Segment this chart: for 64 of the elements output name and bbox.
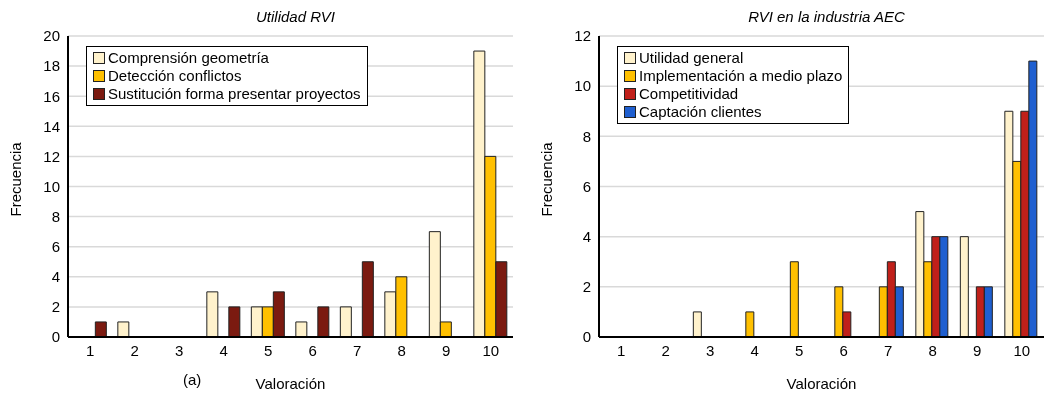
bar xyxy=(745,311,755,337)
x-tick-label: 9 xyxy=(973,341,982,359)
legend-label: Competitividad xyxy=(639,85,739,103)
y-tick-label: 2 xyxy=(51,298,60,316)
bar xyxy=(228,306,241,337)
x-tick-label: 8 xyxy=(928,341,937,359)
y-tick-label: 18 xyxy=(43,57,60,75)
x-tick-label: 5 xyxy=(795,341,804,359)
legend-label: Utilidad general xyxy=(639,49,744,67)
y-tick-label: 12 xyxy=(43,147,60,165)
x-tick-label: 10 xyxy=(1013,341,1031,359)
legend-label: Implementación a medio plazo xyxy=(639,67,843,85)
x-tick-label: 1 xyxy=(617,341,626,359)
legend-label: Comprensión geometría xyxy=(108,49,269,67)
legend-label: Captación clientes xyxy=(639,103,762,121)
x-tick-label: 6 xyxy=(839,341,848,359)
bar xyxy=(339,306,352,337)
bar xyxy=(94,321,107,337)
chart-title: Utilidad RVI xyxy=(255,8,336,25)
bar xyxy=(206,291,219,337)
x-tick-label: 4 xyxy=(219,341,228,359)
y-tick-label: 0 xyxy=(582,328,591,346)
text: (a) xyxy=(183,371,202,388)
x-tick-label: 9 xyxy=(442,341,451,359)
bar xyxy=(959,236,969,337)
y-tick-label: 6 xyxy=(582,177,591,195)
bar xyxy=(361,261,374,337)
y-axis-title: Frecuencia xyxy=(538,141,556,217)
x-axis-title: Valoración xyxy=(255,375,326,392)
y-tick-label: 10 xyxy=(574,77,591,95)
x-tick-label: 8 xyxy=(397,341,406,359)
y-tick-label: 0 xyxy=(51,328,60,346)
y-axis-title: Frecuencia xyxy=(7,141,25,217)
x-tick-label: 4 xyxy=(750,341,759,359)
y-tick-label: 8 xyxy=(582,127,591,145)
y-tick-label: 14 xyxy=(43,117,60,135)
x-tick-label: 10 xyxy=(482,341,500,359)
y-tick-label: 10 xyxy=(43,177,60,195)
y-tick-label: 16 xyxy=(43,87,60,105)
x-tick-label: 5 xyxy=(264,341,273,359)
y-tick-label: 2 xyxy=(582,278,591,296)
legend-label: Detección conflictos xyxy=(108,67,242,85)
bar xyxy=(317,306,330,337)
x-tick-label: 1 xyxy=(86,341,95,359)
y-tick-label: 6 xyxy=(51,238,60,256)
bar xyxy=(295,321,308,337)
chart-title: RVI en la industria AEC xyxy=(747,8,906,25)
y-tick-label: 4 xyxy=(582,227,591,245)
x-tick-label: 6 xyxy=(308,341,317,359)
y-tick-label: 12 xyxy=(574,27,591,45)
y-tick-label: 4 xyxy=(51,268,60,286)
x-tick-label: 2 xyxy=(661,341,670,359)
x-tick-label: 7 xyxy=(353,341,362,359)
legend-label: Sustitución forma presentar proyectos xyxy=(108,85,361,103)
y-tick-label: 20 xyxy=(43,27,60,45)
x-tick-label: 3 xyxy=(175,341,184,359)
x-tick-label: 2 xyxy=(130,341,139,359)
y-tick-label: 8 xyxy=(51,207,60,225)
bar xyxy=(789,261,799,337)
x-tick-label: 7 xyxy=(884,341,893,359)
x-tick-label: 3 xyxy=(706,341,715,359)
bar xyxy=(692,311,702,337)
x-axis-title: Valoración xyxy=(786,375,857,392)
bar xyxy=(117,321,130,337)
